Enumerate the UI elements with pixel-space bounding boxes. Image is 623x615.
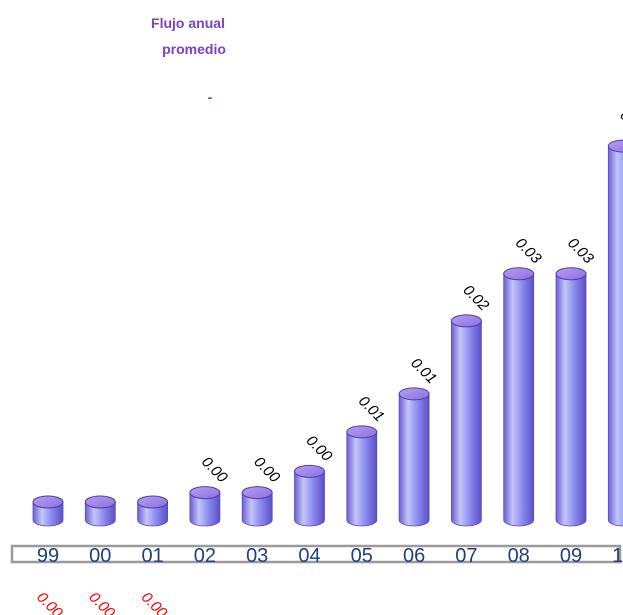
chart-title-line: promedio	[162, 41, 226, 57]
bar	[241, 486, 273, 527]
x-tick-label: 00	[89, 545, 111, 567]
bar-top	[607, 139, 623, 153]
bar-body	[398, 393, 430, 527]
x-tick-label: 06	[403, 545, 425, 567]
bar	[294, 464, 325, 527]
chart-subtitle: -	[208, 89, 213, 105]
bar-body	[503, 273, 535, 527]
x-tick-label: 08	[508, 545, 530, 567]
bar-top	[555, 267, 587, 281]
x-tick-label: 01	[141, 545, 163, 567]
x-axis-band	[10, 544, 622, 564]
bar	[137, 495, 169, 527]
bar-body	[607, 145, 623, 527]
chart-subtitle-text: -	[208, 89, 213, 105]
bar-top	[137, 495, 169, 509]
bar-body	[555, 273, 587, 527]
bar-body	[84, 501, 116, 527]
data-label: 0.00	[250, 453, 283, 486]
bar	[607, 139, 623, 527]
data-label: 0.02	[460, 282, 493, 315]
chart-title: Flujo anual promedio	[151, 15, 226, 57]
bar	[189, 486, 221, 527]
bar-top	[294, 464, 325, 478]
bar-top	[32, 495, 64, 509]
x-axis: 99 00 01 02 03 04 05 06 07 08 09 10	[10, 544, 623, 567]
data-label: 0.04	[616, 107, 623, 140]
bar-body	[451, 320, 482, 527]
data-label: 0.00	[33, 589, 66, 615]
x-tick-label: 03	[246, 545, 268, 567]
x-tick-label: 10	[612, 545, 623, 567]
data-label: 0.01	[407, 355, 440, 388]
bar	[555, 267, 587, 527]
bar-body	[137, 501, 168, 527]
x-tick-label: 09	[560, 545, 582, 567]
bar-top	[241, 486, 273, 500]
data-label: 0.01	[355, 393, 388, 426]
bar-top	[450, 314, 482, 328]
bar-top	[84, 495, 116, 509]
x-tick-label: 05	[351, 545, 373, 567]
bar-body	[346, 431, 378, 527]
bar-top	[398, 387, 430, 401]
bar	[84, 495, 116, 527]
data-label: 0.00	[138, 589, 171, 615]
bars	[32, 139, 623, 527]
x-tick-label: 99	[37, 545, 59, 567]
bar-top	[346, 425, 378, 439]
data-label: 0.00	[303, 432, 336, 465]
bar-body	[32, 501, 64, 527]
bar-body	[241, 492, 273, 527]
data-labels: 0.00 0.00 0.00 0.00 0.00 0.00 0.01 0.01 0.02 0.03…	[33, 107, 623, 615]
bar	[503, 267, 535, 527]
bar-body	[294, 470, 325, 527]
bar	[346, 425, 378, 527]
data-label: 0.00	[85, 589, 118, 615]
bar-body	[189, 492, 221, 527]
x-tick-label: 07	[455, 545, 477, 567]
x-tick-label: 02	[194, 545, 216, 567]
data-label: 0.03	[564, 235, 597, 268]
bar	[450, 314, 482, 527]
bar	[32, 495, 64, 527]
bar-top	[503, 267, 535, 281]
bar-top	[189, 486, 221, 500]
data-label: 0.03	[512, 235, 545, 268]
x-tick-label: 04	[298, 545, 320, 567]
chart-title-line: Flujo anual	[151, 15, 225, 31]
bar	[398, 387, 430, 527]
data-label: 0.00	[198, 453, 231, 486]
